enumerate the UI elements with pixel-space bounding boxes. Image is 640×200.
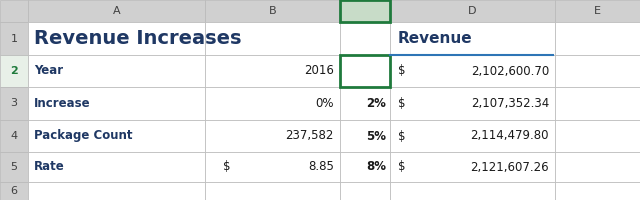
- Text: 2,102,600.70: 2,102,600.70: [471, 64, 549, 77]
- Bar: [340, 87, 390, 120]
- Bar: [555, 120, 640, 152]
- Bar: [340, 55, 390, 87]
- Bar: [340, 152, 390, 182]
- Bar: [555, 152, 640, 182]
- Text: 2,114,479.80: 2,114,479.80: [470, 130, 549, 142]
- Bar: [28, 87, 205, 120]
- Text: Increase: Increase: [34, 97, 91, 110]
- Bar: [555, 22, 640, 55]
- Text: $: $: [398, 64, 406, 77]
- Text: 6: 6: [10, 186, 17, 196]
- Bar: [555, 182, 640, 200]
- Text: Year: Year: [34, 64, 63, 77]
- Text: $: $: [398, 160, 406, 173]
- Bar: [340, 55, 390, 87]
- Bar: [28, 152, 205, 182]
- Bar: [205, 87, 340, 120]
- Bar: [28, 22, 205, 55]
- Text: 2%: 2%: [366, 97, 386, 110]
- Bar: [205, 182, 340, 200]
- Bar: [0, 120, 28, 152]
- Bar: [390, 120, 555, 152]
- Bar: [0, 22, 28, 55]
- Bar: [0, 182, 28, 200]
- Bar: [390, 0, 555, 22]
- Bar: [0, 152, 28, 182]
- Text: E: E: [594, 6, 601, 16]
- Text: 5%: 5%: [366, 130, 386, 142]
- Text: $: $: [398, 97, 406, 110]
- Text: 8.85: 8.85: [308, 160, 334, 173]
- Text: Rate: Rate: [34, 160, 65, 173]
- Text: $: $: [223, 160, 230, 173]
- Text: 2,107,352.34: 2,107,352.34: [471, 97, 549, 110]
- Bar: [205, 120, 340, 152]
- Text: Revenue: Revenue: [398, 31, 472, 46]
- Bar: [205, 22, 340, 55]
- Bar: [205, 0, 340, 22]
- Text: 3: 3: [10, 98, 17, 108]
- Text: 1: 1: [10, 33, 17, 44]
- Text: 4: 4: [10, 131, 17, 141]
- Text: Package Count: Package Count: [34, 130, 132, 142]
- Text: Revenue Increases: Revenue Increases: [34, 29, 241, 48]
- Bar: [390, 152, 555, 182]
- Bar: [28, 120, 205, 152]
- Bar: [390, 182, 555, 200]
- Bar: [205, 55, 340, 87]
- Bar: [390, 22, 555, 55]
- Text: C: C: [361, 6, 369, 16]
- Bar: [340, 182, 390, 200]
- Bar: [390, 55, 555, 87]
- Text: 0%: 0%: [316, 97, 334, 110]
- Text: D: D: [468, 6, 477, 16]
- Text: 2: 2: [10, 66, 18, 76]
- Text: B: B: [269, 6, 276, 16]
- Bar: [340, 22, 390, 55]
- Bar: [340, 120, 390, 152]
- Text: 8%: 8%: [366, 160, 386, 173]
- Text: 237,582: 237,582: [285, 130, 334, 142]
- Bar: [28, 182, 205, 200]
- Bar: [555, 0, 640, 22]
- Bar: [340, 0, 390, 22]
- Bar: [555, 55, 640, 87]
- Text: 5: 5: [10, 162, 17, 172]
- Text: 2,121,607.26: 2,121,607.26: [470, 160, 549, 173]
- Bar: [28, 0, 205, 22]
- Text: 2016: 2016: [304, 64, 334, 77]
- Bar: [555, 87, 640, 120]
- Bar: [0, 55, 28, 87]
- Text: $: $: [398, 130, 406, 142]
- Bar: [28, 55, 205, 87]
- Text: A: A: [113, 6, 120, 16]
- Bar: [0, 0, 28, 22]
- Bar: [0, 87, 28, 120]
- Bar: [390, 87, 555, 120]
- Bar: [340, 0, 390, 22]
- Bar: [205, 152, 340, 182]
